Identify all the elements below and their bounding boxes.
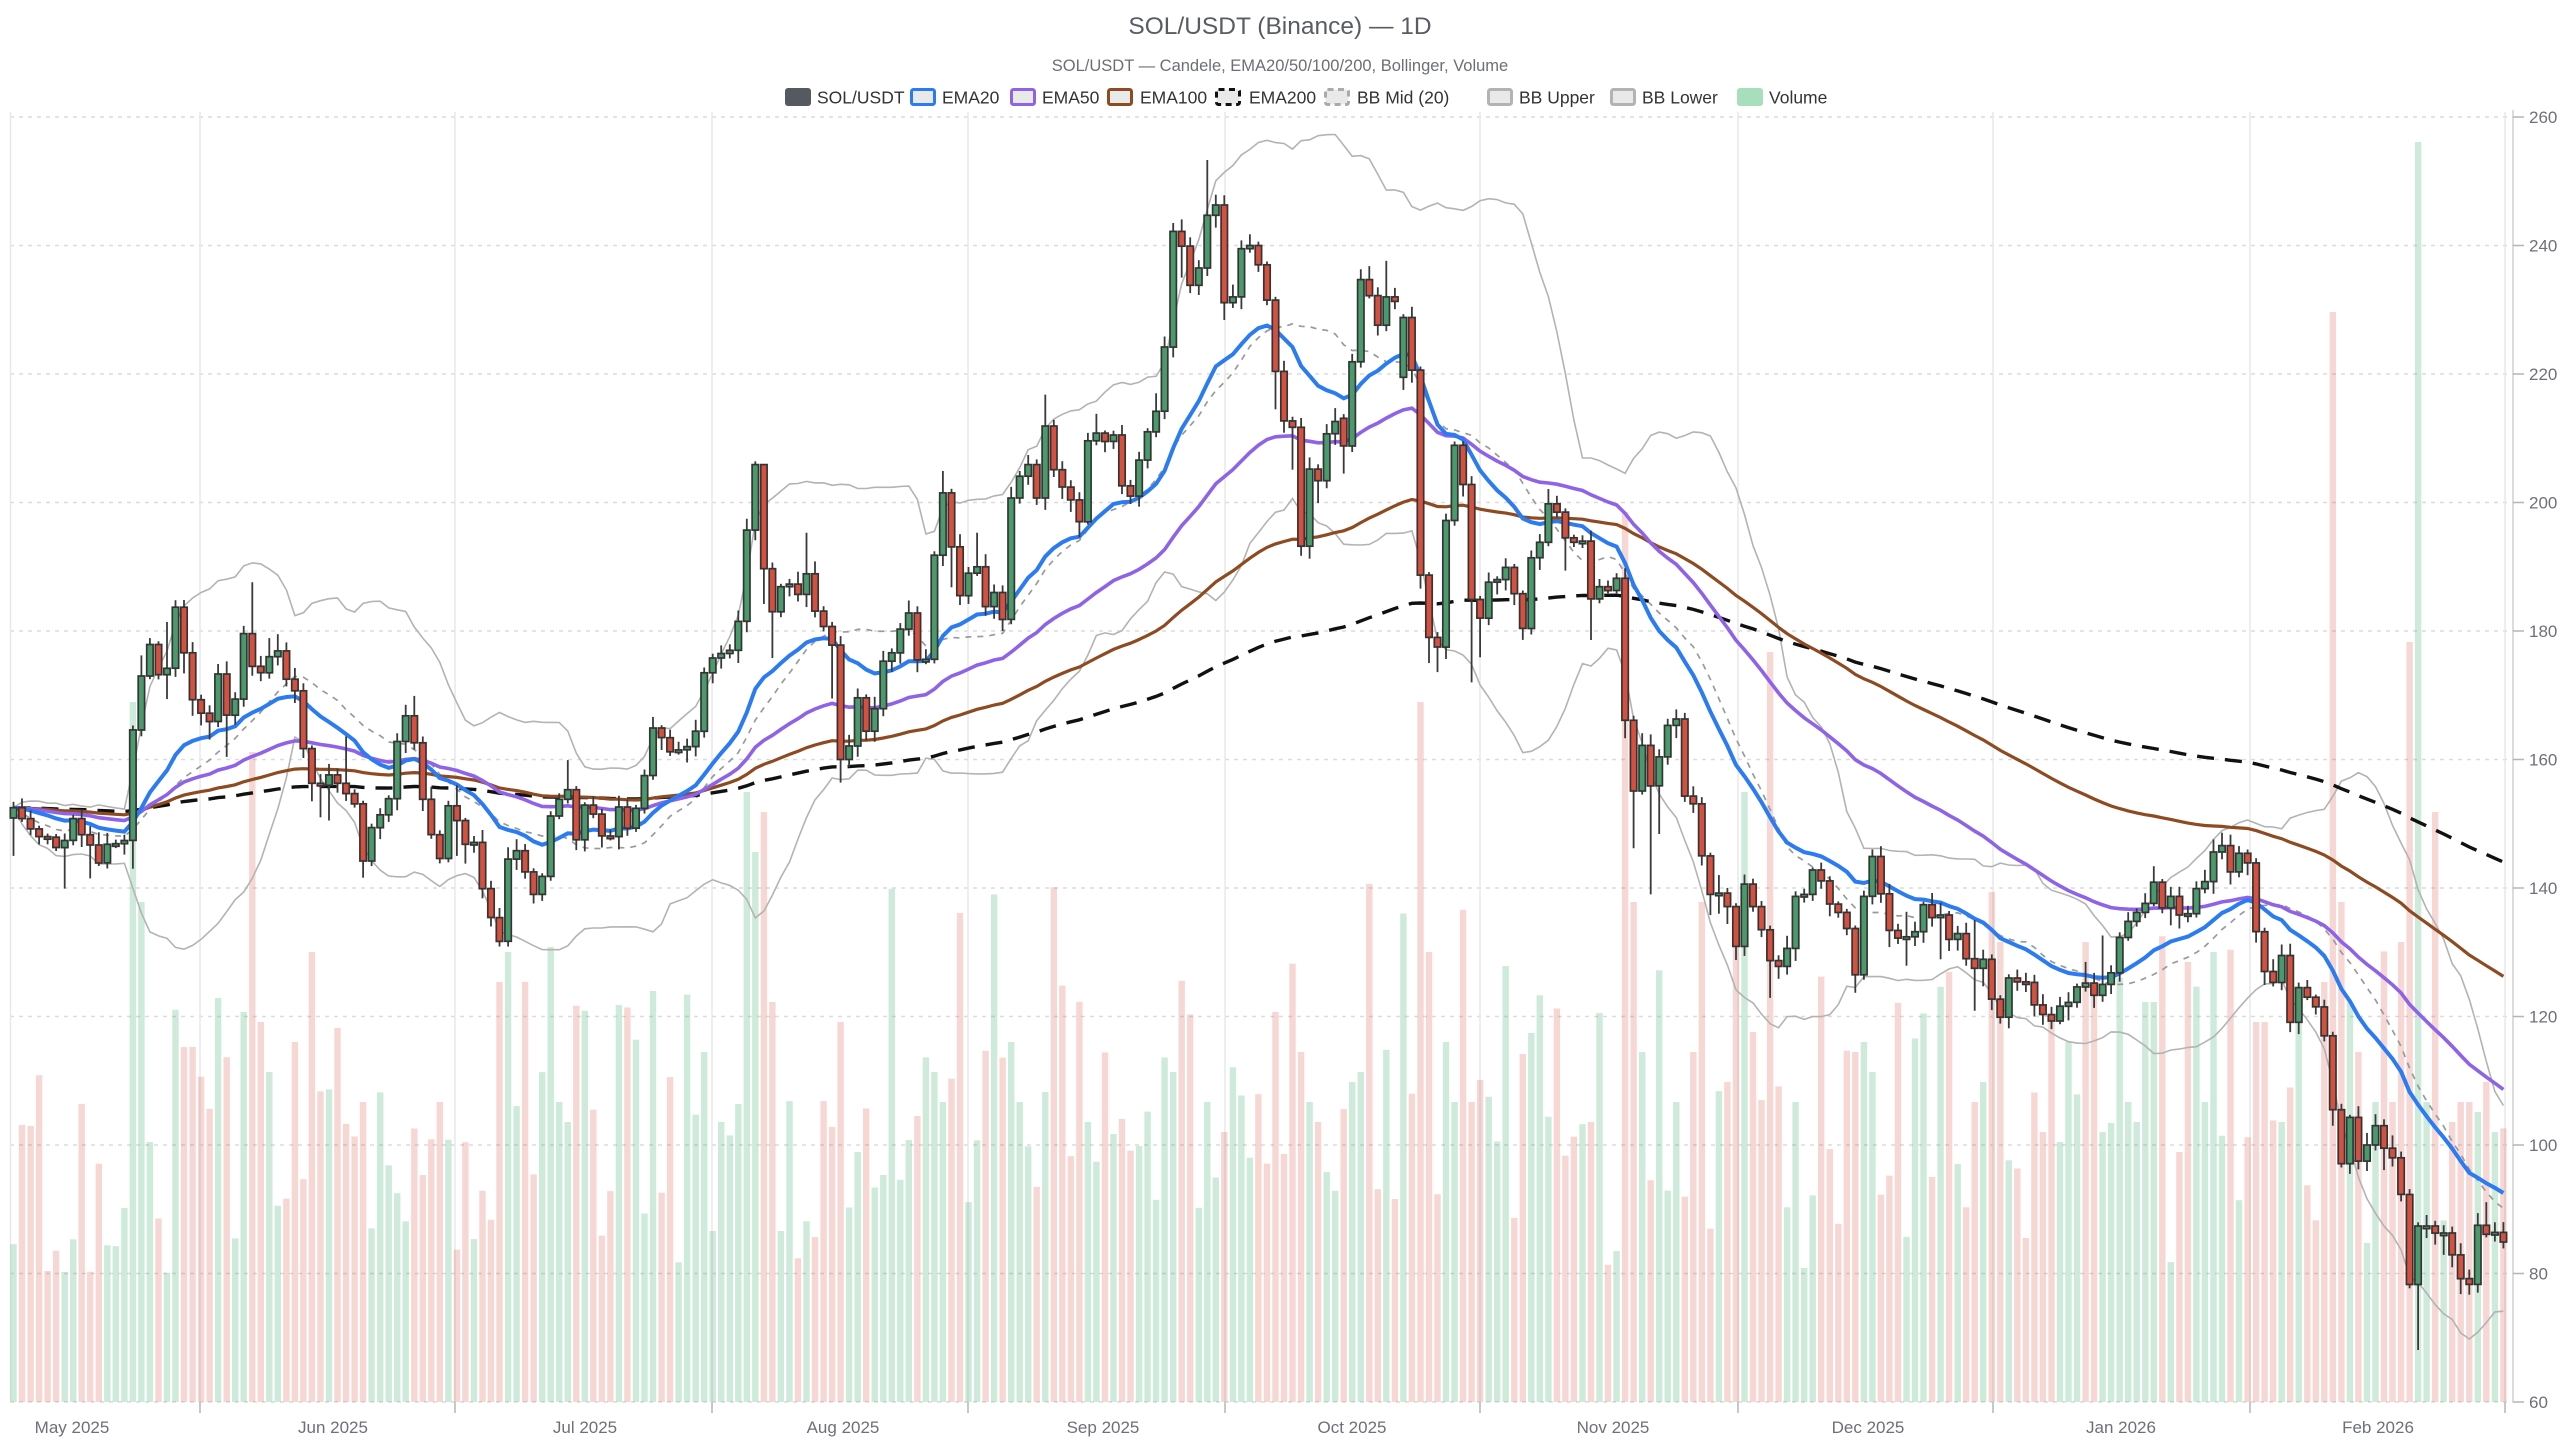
svg-text:SOL/USDT: SOL/USDT <box>817 88 905 108</box>
svg-text:EMA20: EMA20 <box>942 88 1000 108</box>
svg-text:BB Mid (20): BB Mid (20) <box>1357 88 1449 108</box>
svg-text:80: 80 <box>2529 1265 2548 1284</box>
svg-text:60: 60 <box>2529 1393 2548 1412</box>
svg-text:180: 180 <box>2529 622 2557 641</box>
svg-text:120: 120 <box>2529 1008 2557 1027</box>
svg-text:Jul 2025: Jul 2025 <box>553 1418 617 1437</box>
svg-text:Aug 2025: Aug 2025 <box>807 1418 880 1437</box>
svg-text:EMA50: EMA50 <box>1042 88 1100 108</box>
svg-text:100: 100 <box>2529 1136 2557 1155</box>
svg-text:160: 160 <box>2529 751 2557 770</box>
svg-text:BB Upper: BB Upper <box>1519 88 1595 108</box>
svg-text:Jun 2025: Jun 2025 <box>298 1418 368 1437</box>
svg-text:Dec 2025: Dec 2025 <box>1832 1418 1905 1437</box>
svg-text:EMA200: EMA200 <box>1249 88 1316 108</box>
svg-text:140: 140 <box>2529 879 2557 898</box>
svg-text:Nov 2025: Nov 2025 <box>1577 1418 1650 1437</box>
svg-text:Sep 2025: Sep 2025 <box>1067 1418 1140 1437</box>
svg-text:EMA100: EMA100 <box>1140 88 1207 108</box>
svg-text:BB Lower: BB Lower <box>1642 88 1718 108</box>
svg-text:SOL/USDT (Binance) — 1D: SOL/USDT (Binance) — 1D <box>1128 13 1431 40</box>
svg-text:May 2025: May 2025 <box>35 1418 110 1437</box>
svg-text:260: 260 <box>2529 108 2557 127</box>
svg-text:Oct 2025: Oct 2025 <box>1318 1418 1387 1437</box>
svg-text:240: 240 <box>2529 237 2557 256</box>
svg-text:Volume: Volume <box>1769 88 1827 108</box>
svg-text:Jan 2026: Jan 2026 <box>2086 1418 2156 1437</box>
svg-text:200: 200 <box>2529 494 2557 513</box>
svg-text:SOL/USDT — Candele, EMA20/50/1: SOL/USDT — Candele, EMA20/50/100/200, Bo… <box>1052 57 1508 75</box>
svg-text:220: 220 <box>2529 365 2557 384</box>
svg-text:Feb 2026: Feb 2026 <box>2342 1418 2414 1437</box>
